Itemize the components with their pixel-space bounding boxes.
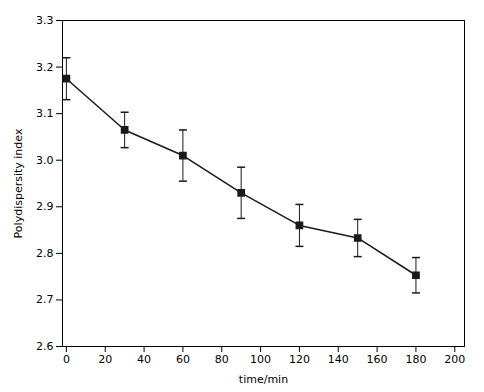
svg-text:200: 200 [444, 353, 465, 366]
svg-text:20: 20 [98, 353, 112, 366]
svg-text:140: 140 [328, 353, 349, 366]
svg-text:3.3: 3.3 [36, 14, 54, 27]
svg-text:180: 180 [405, 353, 426, 366]
svg-text:40: 40 [137, 353, 151, 366]
svg-text:2.8: 2.8 [36, 247, 54, 260]
svg-text:3.2: 3.2 [36, 61, 54, 74]
svg-text:80: 80 [215, 353, 229, 366]
svg-text:2.6: 2.6 [36, 340, 54, 353]
svg-text:60: 60 [176, 353, 190, 366]
svg-text:2.9: 2.9 [36, 200, 54, 213]
svg-text:3.0: 3.0 [36, 154, 54, 167]
svg-text:120: 120 [289, 353, 310, 366]
svg-text:Polydispersity index: Polydispersity index [12, 128, 25, 238]
svg-text:time/min: time/min [239, 373, 288, 386]
svg-text:100: 100 [250, 353, 271, 366]
svg-text:2.7: 2.7 [36, 293, 54, 306]
svg-text:160: 160 [367, 353, 388, 366]
svg-text:3.1: 3.1 [36, 107, 54, 120]
svg-text:0: 0 [63, 353, 70, 366]
